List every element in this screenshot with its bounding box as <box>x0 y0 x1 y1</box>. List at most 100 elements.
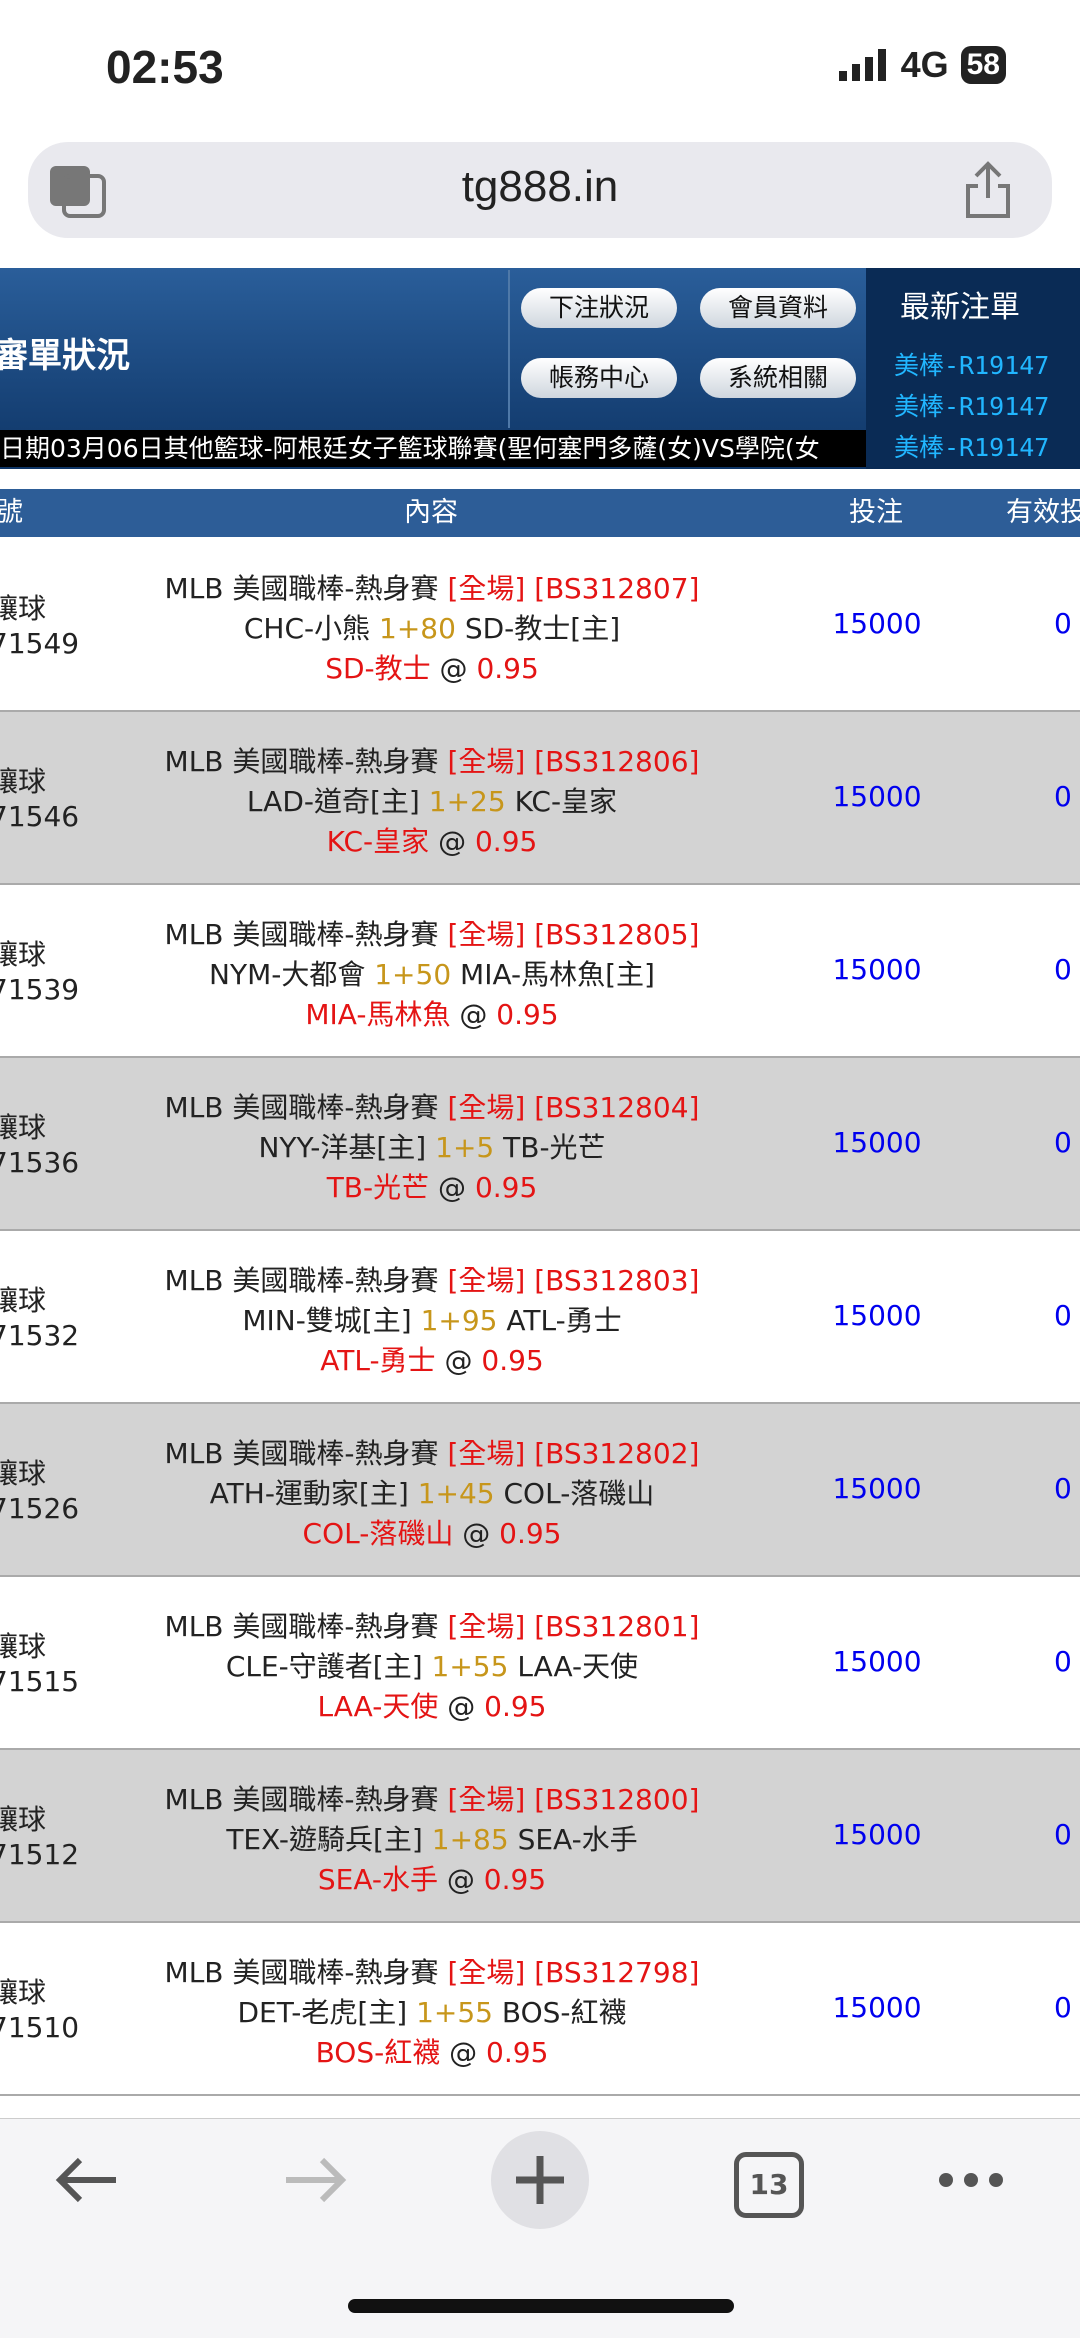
content-line: MLB 美國職棒-熱身賽 [全場] [BS312805] <box>132 913 732 953</box>
nav-button[interactable]: 下注狀況 <box>521 288 677 328</box>
content-line: DET-老虎[主] 1+55 BOS-紅襪 <box>132 1991 732 2031</box>
period: [全場] <box>447 1956 526 1989</box>
match-code: [BS312800] <box>534 1783 700 1816</box>
header-cell: 有效投 <box>1006 497 1080 528</box>
table-row: 讓球71546MLB 美國職棒-熱身賽 [全場] [BS312806]LAD-道… <box>0 712 1080 885</box>
share-icon[interactable] <box>962 160 1014 220</box>
at-sign: @ <box>438 1171 467 1204</box>
valid-amount: 0 <box>1054 1818 1072 1851</box>
pick: KC-皇家 <box>326 825 430 858</box>
valid-amount: 0 <box>1054 1645 1072 1678</box>
url[interactable]: tg888.in <box>461 162 619 211</box>
team: DET-老虎[主] <box>237 1996 408 2029</box>
odds: 0.95 <box>474 825 538 858</box>
valid-amount: 0 <box>1054 1472 1072 1505</box>
status-icons: 4G 58 <box>838 44 1006 86</box>
odds: 0.95 <box>481 1344 544 1377</box>
odds: 0.95 <box>483 1863 547 1896</box>
league: MLB 美國職棒-熱身賽 <box>164 1610 439 1643</box>
nav-button[interactable]: 帳務中心 <box>521 358 677 398</box>
more-button[interactable] <box>936 2170 1006 2190</box>
pick: MIA-馬林魚 <box>305 998 451 1031</box>
bet-amount: 15000 <box>832 1299 922 1332</box>
content-line: NYM-大都會 1+50 MIA-馬林魚[主] <box>132 953 732 993</box>
content-line: LAA-天使 @ 0.95 <box>132 1685 732 1725</box>
handicap: 1+80 <box>379 612 456 645</box>
content-line: ATH-運動家[主] 1+45 COL-落磯山 <box>132 1472 732 1512</box>
bet-amount: 15000 <box>832 1472 922 1505</box>
league: MLB 美國職棒-熱身賽 <box>164 918 439 951</box>
bet-amount: 15000 <box>832 1991 922 2024</box>
bet-type: 讓球 <box>0 1284 47 1317</box>
url-bar[interactable] <box>28 142 1052 238</box>
valid-amount: 0 <box>1054 1126 1072 1159</box>
content-line: MLB 美國職棒-熱身賽 [全場] [BS312806] <box>132 740 732 780</box>
content-line: MLB 美國職棒-熱身賽 [全場] [BS312807] <box>132 567 732 607</box>
team: BOS-紅襪 <box>501 1996 627 2029</box>
pick: LAA-天使 <box>317 1690 439 1723</box>
bet-amount: 15000 <box>832 953 922 986</box>
content-line: MLB 美國職棒-熱身賽 [全場] [BS312804] <box>132 1086 732 1126</box>
table-row: 讓球71536MLB 美國職棒-熱身賽 [全場] [BS312804]NYY-洋… <box>0 1058 1080 1231</box>
valid-amount: 0 <box>1054 953 1072 986</box>
valid-amount: 0 <box>1054 1299 1072 1332</box>
ticket-id: 71532 <box>0 1319 80 1352</box>
at-sign: @ <box>449 2036 478 2069</box>
content-line: MLB 美國職棒-熱身賽 [全場] [BS312801] <box>132 1605 732 1645</box>
team: COL-落磯山 <box>503 1477 655 1510</box>
recent-item[interactable]: 美棒-R19147 <box>894 392 1050 421</box>
recent-item[interactable]: 美棒-R19147 <box>894 433 1050 462</box>
table-header: 號 內容 投注 有效投 <box>0 489 1080 537</box>
handicap: 1+25 <box>428 785 506 818</box>
nav-button[interactable]: 會員資料 <box>700 288 856 328</box>
match-code: [BS312805] <box>534 918 700 951</box>
at-sign: @ <box>462 1517 491 1550</box>
team: TB-光芒 <box>503 1131 606 1164</box>
new-tab-button[interactable] <box>490 2130 590 2230</box>
divider <box>508 270 510 428</box>
bet-type: 讓球 <box>0 765 47 798</box>
content-line: MLB 美國職棒-熱身賽 [全場] [BS312803] <box>132 1259 732 1299</box>
team: ATH-運動家[主] <box>209 1477 409 1510</box>
league: MLB 美國職棒-熱身賽 <box>164 1091 439 1124</box>
odds: 0.95 <box>474 1171 538 1204</box>
table-row: 讓球71549MLB 美國職棒-熱身賽 [全場] [BS312807]CHC-小… <box>0 539 1080 712</box>
bet-type: 讓球 <box>0 1457 47 1490</box>
content-line: BOS-紅襪 @ 0.95 <box>132 2031 732 2071</box>
network: 4G <box>900 44 949 85</box>
content-line: CLE-守護者[主] 1+55 LAA-天使 <box>132 1645 732 1685</box>
handicap: 1+45 <box>417 1477 495 1510</box>
league: MLB 美國職棒-熱身賽 <box>164 572 439 605</box>
at-sign: @ <box>444 1344 473 1377</box>
bet-amount: 15000 <box>832 607 922 640</box>
content-line: MIA-馬林魚 @ 0.95 <box>132 993 732 1033</box>
recent-item[interactable]: 美棒-R19147 <box>894 351 1050 380</box>
valid-amount: 0 <box>1054 1991 1072 2024</box>
battery: 58 <box>960 46 1006 84</box>
content-line: COL-落磯山 @ 0.95 <box>132 1512 732 1552</box>
team: KC-皇家 <box>514 785 618 818</box>
header-cell: 內容 <box>404 497 458 528</box>
translate-icon[interactable] <box>48 164 106 218</box>
ticket-id: 71536 <box>0 1146 80 1179</box>
tabs-button[interactable]: 13 <box>734 2152 804 2218</box>
header-cell: 號 <box>0 497 23 528</box>
period: [全場] <box>447 918 526 951</box>
at-sign: @ <box>439 652 468 685</box>
ticket-id: 71526 <box>0 1492 80 1525</box>
match-code: [BS312803] <box>534 1264 700 1297</box>
nav-button[interactable]: 系統相關 <box>700 358 856 398</box>
team: CLE-守護者[主] <box>225 1650 423 1683</box>
forward-button[interactable] <box>280 2152 350 2208</box>
team: NYM-大都會 <box>209 958 366 991</box>
bet-amount: 15000 <box>832 780 922 813</box>
team: NYY-洋基[主] <box>258 1131 427 1164</box>
bet-type: 讓球 <box>0 1630 47 1663</box>
at-sign: @ <box>446 1863 475 1896</box>
period: [全場] <box>447 1610 526 1643</box>
league: MLB 美國職棒-熱身賽 <box>164 1437 439 1470</box>
handicap: 1+55 <box>416 1996 493 2029</box>
back-button[interactable] <box>52 2152 122 2208</box>
content-line: CHC-小熊 1+80 SD-教士[主] <box>132 607 732 647</box>
